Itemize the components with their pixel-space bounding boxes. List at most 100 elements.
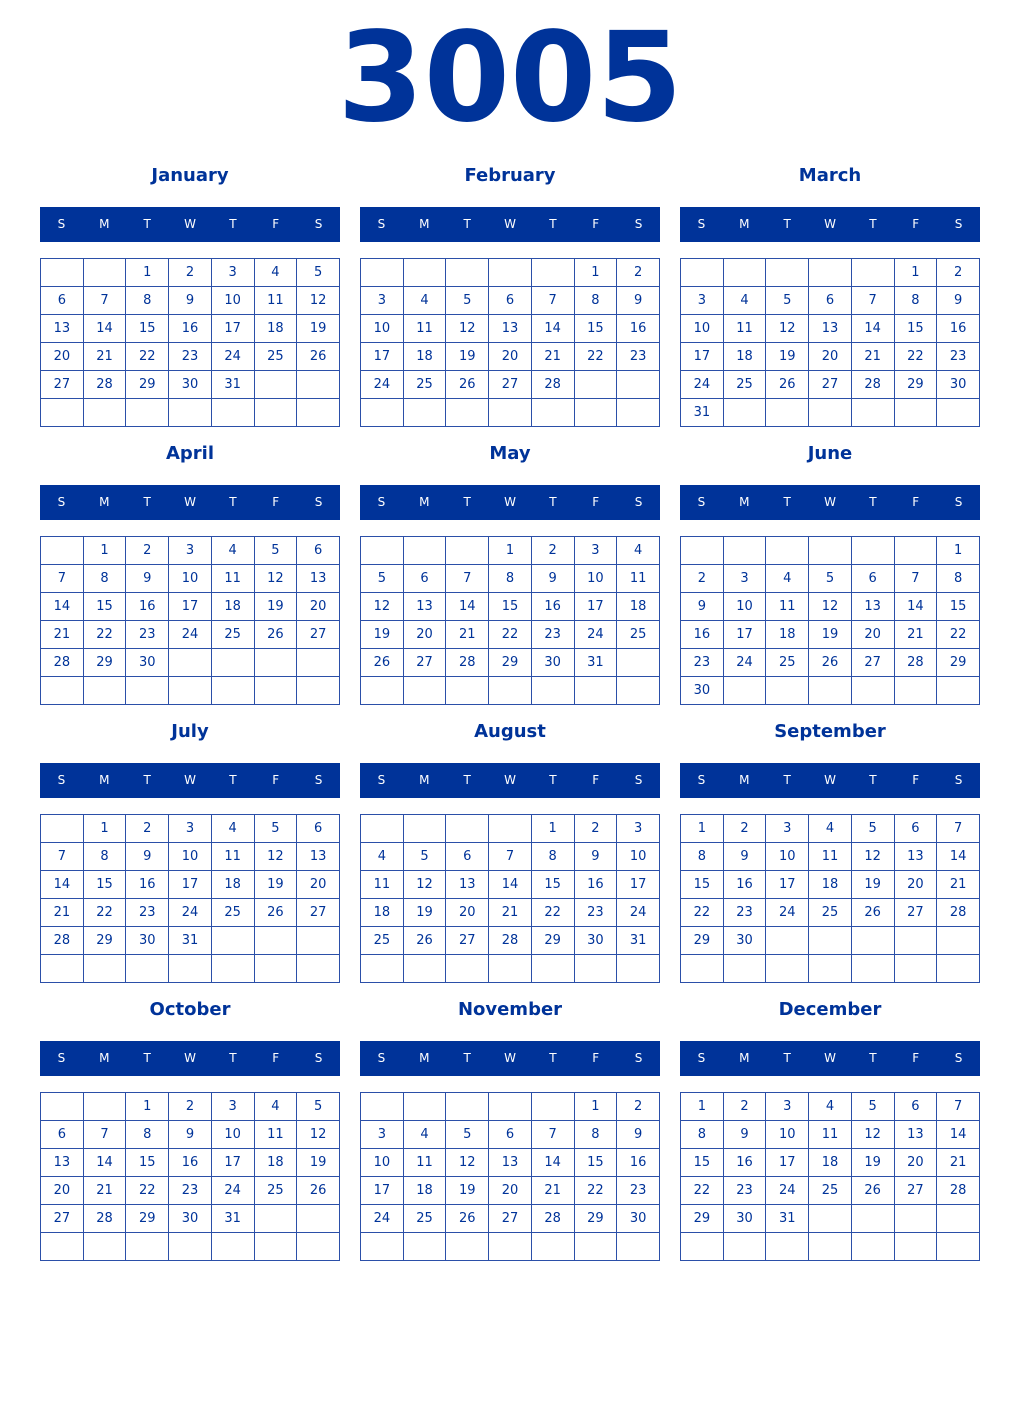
day-cell: 10: [360, 314, 404, 343]
empty-day-cell: [893, 398, 938, 427]
weekday-label: T: [549, 773, 557, 787]
week-row: 12 13 14 15 16 17 18: [360, 592, 660, 621]
weekday-label: T: [869, 773, 877, 787]
day-cell: 2: [616, 258, 660, 287]
day-cell: 15: [488, 592, 532, 621]
empty-day-cell: [893, 536, 938, 565]
day-grid: 1 2 3 4 5 6 7 8 9 10 11 12 13 14 15 16 17 18 19 20 21 22 23 24 2…: [680, 536, 980, 705]
weekday-label: W: [184, 773, 196, 787]
empty-day-cell: [488, 676, 532, 705]
day-cell: 5: [360, 564, 404, 593]
day-cell: 5: [296, 1092, 340, 1121]
week-row: 1: [680, 536, 980, 565]
week-row: 8 9 10 11 12 13 14: [680, 842, 980, 871]
day-cell: 25: [808, 1176, 852, 1205]
day-cell: 17: [573, 592, 618, 621]
day-cell: 21: [530, 342, 575, 371]
day-cell: 28: [530, 370, 575, 399]
empty-day-cell: [125, 954, 170, 983]
day-cell: 15: [680, 870, 724, 899]
week-row: 27 28 29 30 31: [40, 1204, 340, 1233]
week-row: 4 5 6 7 8 9 10: [360, 842, 660, 871]
day-cell: 5: [296, 258, 340, 287]
day-cell: 21: [40, 898, 84, 927]
day-cell: 22: [936, 620, 980, 649]
week-row: 15 16 17 18 19 20 21: [680, 1148, 980, 1177]
day-cell: 20: [893, 870, 938, 899]
month-february: February S M T W T F S 1 2 3 4 5 6 7 8 9 10 11 12 13 14 15 16 17…: [360, 162, 660, 432]
week-row: 30: [680, 676, 980, 705]
day-cell: 20: [893, 1148, 938, 1177]
empty-day-cell: [253, 398, 298, 427]
day-cell: 3: [210, 258, 255, 287]
day-cell: 13: [296, 842, 340, 871]
empty-day-cell: [402, 398, 447, 427]
month-july: July S M T W T F S 1 2 3 4 5 6 7 8 9 10 11 12 13 14 15 16 17 18 19…: [40, 718, 340, 988]
empty-day-cell: [616, 398, 660, 427]
day-grid: 1 2 3 4 5 6 7 8 9 10 11 12 13 14 15 16 17 18 19 20 21 22 23 24 2…: [680, 1092, 980, 1261]
day-cell: 15: [573, 1148, 618, 1177]
day-cell: 19: [765, 342, 810, 371]
day-cell: 7: [40, 842, 84, 871]
day-cell: 14: [488, 870, 532, 899]
day-cell: 7: [936, 814, 980, 843]
day-cell: 29: [125, 1204, 170, 1233]
month-title: October: [149, 999, 231, 1020]
day-cell: 23: [168, 342, 212, 371]
weekday-label: S: [634, 1051, 643, 1065]
day-cell: 17: [168, 592, 212, 621]
day-cell: 17: [722, 620, 767, 649]
day-cell: 9: [168, 286, 212, 315]
day-cell: 18: [210, 870, 255, 899]
week-row: 22 23 24 25 26 27 28: [680, 898, 980, 927]
day-cell: 24: [722, 648, 767, 677]
day-cell: 5: [850, 1092, 895, 1121]
day-cell: 12: [445, 314, 490, 343]
weekday-label: T: [143, 1051, 151, 1065]
weekday-label: F: [272, 217, 280, 231]
month-january: January S M T W T F S 1 2 3 4 5 6 7 8 9 10 11 12 13 14 15 16 17 1…: [40, 162, 340, 432]
empty-day-cell: [40, 1092, 84, 1121]
day-cell: 10: [168, 842, 212, 871]
empty-day-cell: [360, 398, 404, 427]
day-cell: 21: [488, 898, 532, 927]
day-cell: 4: [808, 814, 852, 843]
month-title: February: [464, 165, 556, 186]
day-cell: 21: [850, 342, 895, 371]
day-cell: 25: [722, 370, 767, 399]
day-cell: 26: [296, 342, 340, 371]
day-cell: 3: [616, 814, 660, 843]
day-cell: 2: [573, 814, 618, 843]
day-cell: 13: [488, 314, 532, 343]
day-cell: 29: [125, 370, 170, 399]
empty-day-cell: [125, 398, 170, 427]
day-cell: 12: [445, 1148, 490, 1177]
day-cell: 9: [722, 842, 767, 871]
day-cell: 16: [125, 870, 170, 899]
day-cell: 6: [893, 1092, 938, 1121]
day-cell: 8: [125, 1120, 170, 1149]
day-cell: 6: [402, 564, 447, 593]
day-cell: 27: [296, 898, 340, 927]
weekday-label: M: [99, 773, 110, 787]
day-cell: 31: [616, 926, 660, 955]
day-cell: 26: [402, 926, 447, 955]
day-cell: 15: [680, 1148, 724, 1177]
day-cell: 29: [573, 1204, 618, 1233]
day-cell: 2: [530, 536, 575, 565]
day-cell: 18: [402, 342, 447, 371]
day-cell: 28: [82, 1204, 127, 1233]
weekday-label: M: [99, 495, 110, 509]
empty-day-cell: [765, 398, 810, 427]
week-row: [40, 1232, 340, 1261]
weekday-label: T: [143, 773, 151, 787]
weekday-label: F: [912, 495, 920, 509]
weekday-label: W: [504, 1051, 516, 1065]
day-cell: 26: [850, 1176, 895, 1205]
day-cell: 12: [253, 564, 298, 593]
empty-day-cell: [530, 954, 575, 983]
weekday-label: S: [697, 217, 706, 231]
